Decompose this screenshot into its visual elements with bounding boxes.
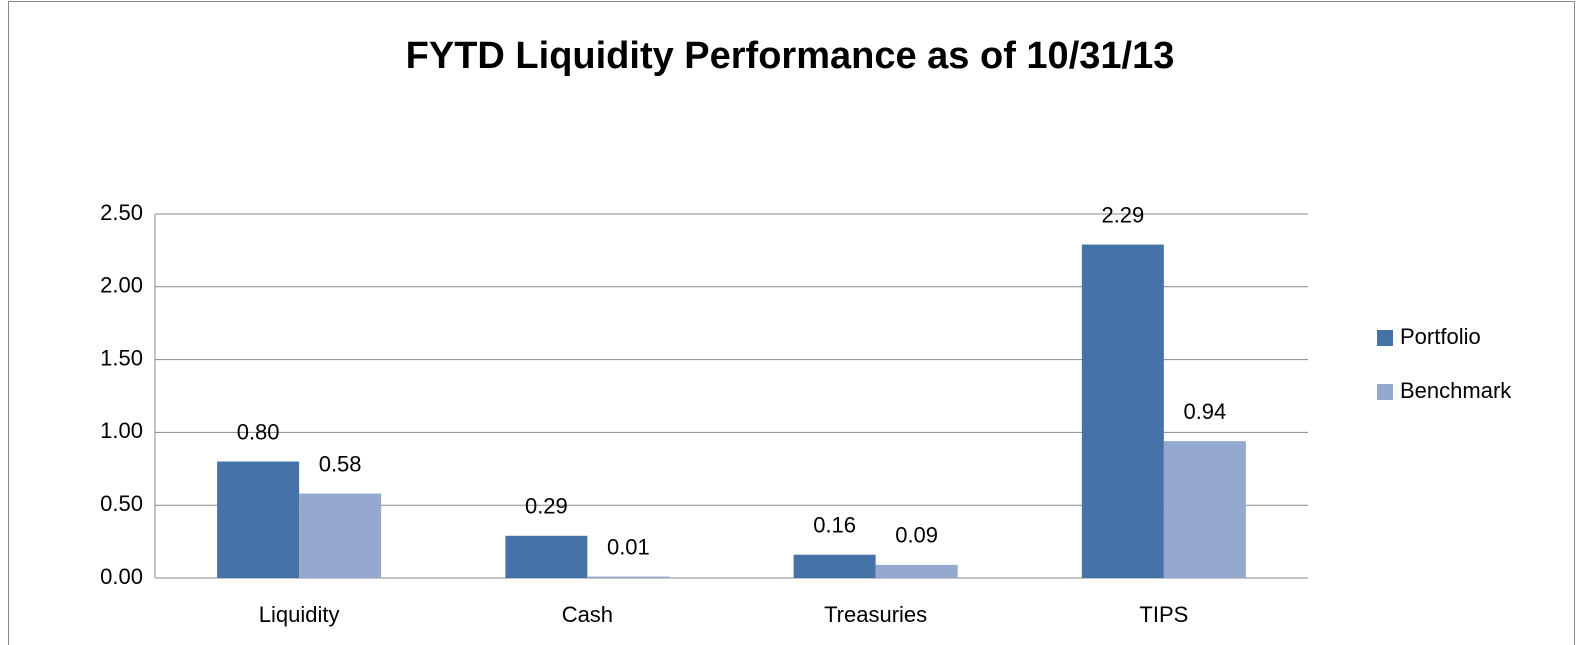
data-label: 0.29: [525, 494, 568, 519]
x-tick-label: TIPS: [1139, 602, 1188, 627]
legend-label: Portfolio: [1400, 324, 1481, 349]
bar: [587, 576, 670, 578]
data-label: 0.80: [237, 419, 280, 444]
data-label: 0.16: [813, 513, 856, 538]
data-label: 0.94: [1183, 399, 1226, 424]
x-tick-label: Treasuries: [824, 602, 927, 627]
y-tick-label: 2.50: [100, 200, 143, 225]
legend-label: Benchmark: [1400, 378, 1512, 403]
bar: [217, 461, 300, 578]
bar: [1081, 244, 1164, 579]
bar: [875, 564, 958, 578]
data-label: 0.58: [319, 451, 362, 476]
legend-swatch: [1377, 384, 1393, 400]
x-tick-label: Cash: [562, 602, 613, 627]
x-tick-label: Liquidity: [259, 602, 340, 627]
data-label: 0.01: [607, 534, 650, 559]
y-tick-label: 2.00: [100, 273, 143, 298]
bar: [1163, 441, 1246, 578]
y-tick-label: 0.50: [100, 491, 143, 516]
y-tick-label: 1.50: [100, 345, 143, 370]
y-tick-label: 0.00: [100, 564, 143, 589]
data-label: 2.29: [1101, 202, 1144, 227]
y-tick-label: 1.00: [100, 418, 143, 443]
bar: [299, 493, 382, 578]
bar: [505, 535, 588, 578]
bar: [793, 554, 876, 578]
chart-title: FYTD Liquidity Performance as of 10/31/1…: [406, 35, 1175, 77]
chart-border: [8, 1, 1575, 645]
legend-swatch: [1377, 330, 1393, 346]
data-label: 0.09: [895, 523, 938, 548]
